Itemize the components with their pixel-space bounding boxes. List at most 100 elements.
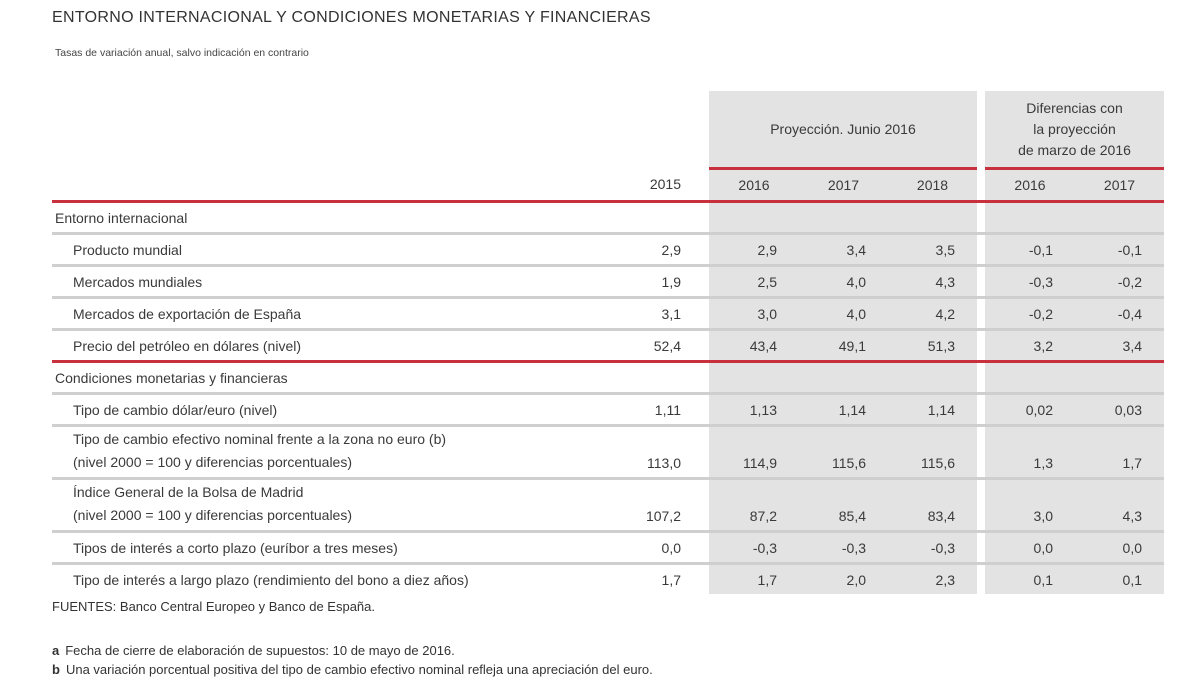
value-proj-2016: -0,3 [709,531,799,565]
row-label-line: Tipos de interés a corto plazo (euríbor … [73,539,398,556]
value-proj-2017: 4,0 [799,297,888,331]
value-diff-2016: 1,3 [985,425,1075,480]
section-label: Condiciones monetarias y financieras [52,361,709,395]
year-header-proj-2016: 2016 [709,168,799,203]
value-2015: 1,7 [661,571,681,588]
value-proj-2018: 83,4 [888,478,977,533]
differences-header-line: Diferencias con [1026,99,1123,116]
value-proj-2018: 51,3 [888,329,977,363]
row-label: Precio del petróleo en dólares (nivel) [52,329,600,363]
year-header-row: 2015 2016 2017 2018 2016 2017 [52,168,1164,203]
value-diff-2017: 0,03 [1075,393,1164,427]
value-diff-2017: 0,0 [1075,531,1164,565]
group-header-row: Proyección. Junio 2016 Diferencias con l… [52,91,1164,170]
table-body: Entorno internacional Producto mundial 2,9… [52,201,1164,594]
row-label-line: Tipo de cambio dólar/euro (nivel) [73,401,278,418]
row-label: Mercados de exportación de España [52,297,600,331]
row-label: Índice General de la Bolsa de Madrid (niv… [52,478,600,533]
footnote-text: Una variación porcentual positiva del ti… [65,662,653,677]
value-proj-2017: 115,6 [799,425,888,480]
table-row: Tipo de cambio efectivo nominal frente a… [52,425,1164,480]
value-proj-2017: 4,0 [799,265,888,299]
footnote-text: Fecha de cierre de elaboración de supues… [65,643,455,658]
table-subtitle: Tasas de variación anual, salvo indicaci… [55,47,309,59]
value-diff-2017: 0,1 [1075,563,1164,594]
value-diff-2017: -0,4 [1075,297,1164,331]
row-label-line: Precio del petróleo en dólares (nivel) [73,337,302,354]
value-diff-2016: 0,0 [985,531,1075,565]
value-diff-2016: 0,02 [985,393,1075,427]
value-diff-2017: 4,3 [1075,478,1164,533]
row-label-line: Mercados mundiales [73,273,203,290]
value-proj-2016: 2,5 [709,265,799,299]
table-row: Índice General de la Bolsa de Madrid (niv… [52,478,1164,533]
differences-header-line: la proyección [1033,120,1116,137]
value-2015: 1,11 [600,393,709,427]
row-label: Tipo de cambio efectivo nominal frente a… [52,425,600,480]
value-diff-2016: -0,2 [985,297,1075,331]
projection-group-header: Proyección. Junio 2016 [709,91,977,170]
value-proj-2017: 3,4 [799,233,888,267]
projections-table: Proyección. Junio 2016 Diferencias con l… [52,91,1164,594]
value-proj-2018: 3,5 [888,233,977,267]
value-diff-2017: -0,2 [1075,265,1164,299]
row-label: Tipo de cambio dólar/euro (nivel) [52,393,600,427]
table-row: Tipos de interés a corto plazo (euríbor … [52,531,1164,565]
value-proj-2017: 49,1 [799,329,888,363]
value-2015: 113,0 [600,425,709,480]
value-proj-2018: 1,14 [888,393,977,427]
value-proj-2018: 2,3 [888,563,977,594]
footnote-mark: a [52,643,60,658]
section-label: Entorno internacional [52,201,709,235]
row-label: Tipos de interés a corto plazo (euríbor … [52,531,600,565]
row-label-line: (nivel 2000 = 100 y diferencias porcentu… [73,507,353,523]
row-label-line: Producto mundial [73,241,182,258]
value-proj-2017: 85,4 [799,478,888,533]
value-proj-2017: 2,0 [799,563,888,594]
value-2015: 52,4 [600,329,709,363]
row-label-line: (nivel 2000 = 100 y diferencias porcentu… [73,454,353,470]
row-label: Producto mundial [52,233,600,267]
value-2015: 1,9 [600,265,709,299]
year-header-diff-2016: 2016 [985,168,1075,203]
value-2015: 0,0 [600,531,709,565]
footnote-mark: b [52,662,60,677]
row-label-line: Índice General de la Bolsa de Madrid [73,484,304,500]
year-header-proj-2018: 2018 [888,168,977,203]
value-2015: 107,2 [600,478,709,533]
value-diff-2017: 1,7 [1075,425,1164,480]
section-row: Condiciones monetarias y financieras [52,361,1164,395]
value-diff-2016: 3,0 [985,478,1075,533]
footnote-a: a Fecha de cierre de elaboración de supue… [52,643,455,658]
value-proj-2016: 3,0 [709,297,799,331]
value-diff-2016: -0,1 [985,233,1075,267]
value-diff-2017: 3,4 [1075,329,1164,363]
value-proj-2017: -0,3 [799,531,888,565]
table-title: ENTORNO INTERNACIONAL Y CONDICIONES MONE… [52,9,651,26]
row-label-line: Tipo de interés a largo plazo (rendimien… [73,571,469,588]
value-diff-2016: 0,1 [985,563,1075,594]
value-2015: 3,1 [600,297,709,331]
value-proj-2018: 4,3 [888,265,977,299]
table-row: Precio del petróleo en dólares (nivel) 52… [52,329,1164,363]
year-header-2015: 2015 [600,168,709,203]
value-proj-2018: -0,3 [888,531,977,565]
value-proj-2016: 114,9 [709,425,799,480]
value-2015: 2,9 [600,233,709,267]
row-label-line: Mercados de exportación de España [73,305,302,322]
row-label: Mercados mundiales [52,265,600,299]
value-proj-2017: 1,14 [799,393,888,427]
year-header-proj-2017: 2017 [799,168,888,203]
table-row: Tipo de cambio dólar/euro (nivel) 1,11 1,1… [52,393,1164,427]
value-proj-2016: 87,2 [709,478,799,533]
value-proj-2018: 115,6 [888,425,977,480]
table-row: Tipo de interés a largo plazo (rendimien… [52,563,1164,594]
value-proj-2016: 43,4 [709,329,799,363]
value-diff-2017: -0,1 [1075,233,1164,267]
footnote-b: b Una variación porcentual positiva del t… [52,662,653,677]
value-diff-2016: -0,3 [985,265,1075,299]
section-row: Entorno internacional [52,201,1164,235]
table-row: Mercados de exportación de España 3,1 3,0 4… [52,297,1164,331]
table-row: Mercados mundiales 1,9 2,5 4,0 4,3 -0,3 -0,2 [52,265,1164,299]
value-proj-2018: 4,2 [888,297,977,331]
